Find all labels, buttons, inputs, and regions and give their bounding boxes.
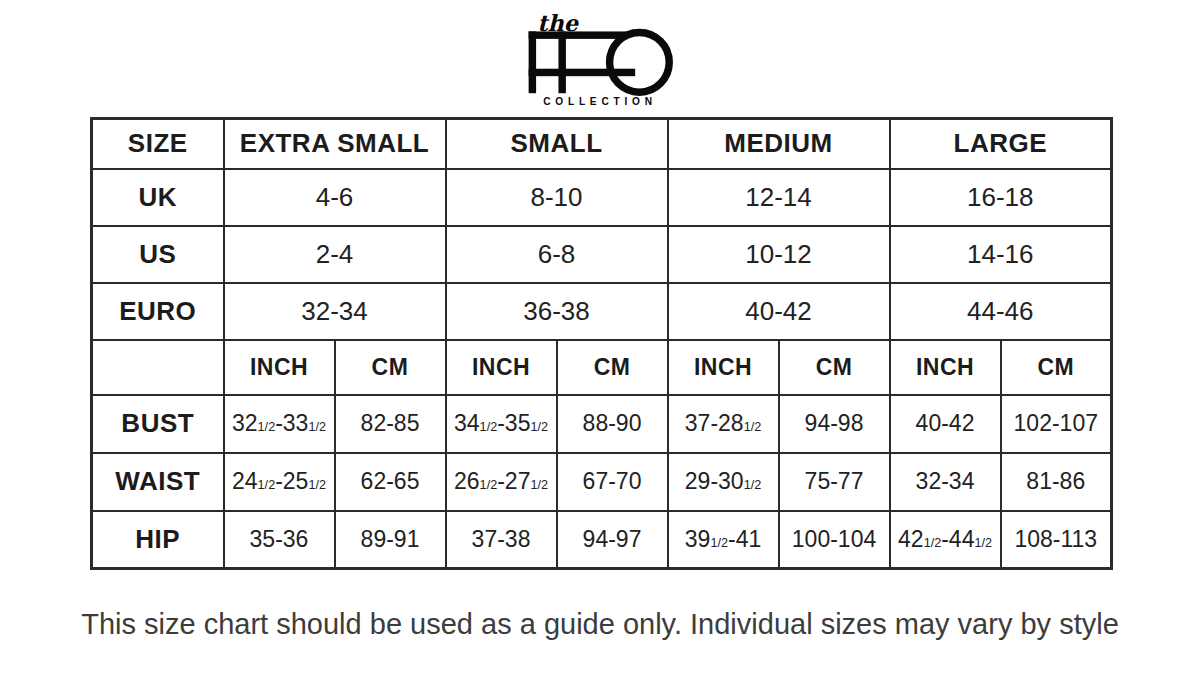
- f-top-bar: [529, 31, 627, 38]
- bust-xs-cm: 82-85: [335, 395, 446, 453]
- size-col-extra-small: EXTRA SMALL: [224, 119, 446, 169]
- euro-sizes-row: EURO 32-34 36-38 40-42 44-46: [92, 283, 1112, 340]
- us-l-value: 14-16: [890, 226, 1112, 283]
- bust-row: BUST 321/2-331/2 82-85 341/2-351/2 88-90…: [92, 395, 1112, 453]
- us-xs-value: 2-4: [224, 226, 446, 283]
- unit-l-cm: CM: [1001, 340, 1112, 395]
- euro-l-value: 44-46: [890, 283, 1112, 340]
- euro-m-value: 40-42: [668, 283, 890, 340]
- unit-l-inch: INCH: [890, 340, 1001, 395]
- bust-l-cm: 102-107: [1001, 395, 1112, 453]
- waist-l-inch: 32-34: [890, 453, 1001, 511]
- brand-logo: the COLLECTION: [0, 8, 1200, 106]
- fraction-half: 1/2: [480, 420, 498, 434]
- unit-s-cm: CM: [557, 340, 668, 395]
- collection-wordmark: COLLECTION: [543, 96, 657, 106]
- us-s-value: 6-8: [446, 226, 668, 283]
- uk-s-value: 8-10: [446, 169, 668, 226]
- fraction-half: 1/2: [530, 478, 548, 492]
- bust-xs-inch: 321/2-331/2: [224, 395, 335, 453]
- fraction-half: 1/2: [308, 420, 326, 434]
- bust-s-inch: 341/2-351/2: [446, 395, 557, 453]
- fraction-half: 1/2: [258, 478, 276, 492]
- uk-l-value: 16-18: [890, 169, 1112, 226]
- uk-sizes-row: UK 4-6 8-10 12-14 16-18: [92, 169, 1112, 226]
- guide-disclaimer-text: This size chart should be used as a guid…: [0, 608, 1200, 641]
- hip-l-inch: 421/2-441/2: [890, 511, 1001, 569]
- size-header-label: SIZE: [92, 119, 224, 169]
- fraction-half: 1/2: [924, 536, 942, 550]
- hip-xs-cm: 89-91: [335, 511, 446, 569]
- bust-row-label: BUST: [92, 395, 224, 453]
- unit-xs-inch: INCH: [224, 340, 335, 395]
- hip-m-inch: 391/2-41: [668, 511, 779, 569]
- waist-m-inch: 29-301/2: [668, 453, 779, 511]
- feo-collection-logo-svg: the COLLECTION: [520, 8, 680, 106]
- hip-s-inch: 37-38: [446, 511, 557, 569]
- fraction-half: 1/2: [258, 420, 276, 434]
- fraction-half: 1/2: [530, 420, 548, 434]
- size-col-large: LARGE: [890, 119, 1112, 169]
- size-col-medium: MEDIUM: [668, 119, 890, 169]
- hip-xs-inch: 35-36: [224, 511, 335, 569]
- waist-m-cm: 75-77: [779, 453, 890, 511]
- size-col-small: SMALL: [446, 119, 668, 169]
- size-chart-page: the COLLECTION SIZE EXTRA SMALL SMALL ME…: [0, 0, 1200, 700]
- waist-l-cm: 81-86: [1001, 453, 1112, 511]
- fraction-half: 1/2: [710, 536, 728, 550]
- waist-row: WAIST 241/2-251/2 62-65 261/2-271/2 67-7…: [92, 453, 1112, 511]
- us-sizes-row: US 2-4 6-8 10-12 14-16: [92, 226, 1112, 283]
- uk-row-label: UK: [92, 169, 224, 226]
- hip-row-label: HIP: [92, 511, 224, 569]
- euro-s-value: 36-38: [446, 283, 668, 340]
- bust-m-inch: 37-281/2: [668, 395, 779, 453]
- fraction-half: 1/2: [308, 478, 326, 492]
- f-stem: [529, 31, 536, 93]
- fraction-half: 1/2: [744, 420, 762, 434]
- waist-row-label: WAIST: [92, 453, 224, 511]
- bust-l-inch: 40-42: [890, 395, 1001, 453]
- bust-s-cm: 88-90: [557, 395, 668, 453]
- uk-xs-value: 4-6: [224, 169, 446, 226]
- unit-m-inch: INCH: [668, 340, 779, 395]
- waist-s-cm: 67-70: [557, 453, 668, 511]
- hip-m-cm: 100-104: [779, 511, 890, 569]
- bust-m-cm: 94-98: [779, 395, 890, 453]
- uk-m-value: 12-14: [668, 169, 890, 226]
- unit-m-cm: CM: [779, 340, 890, 395]
- us-m-value: 10-12: [668, 226, 890, 283]
- us-row-label: US: [92, 226, 224, 283]
- hip-row: HIP 35-36 89-91 37-38 94-97 391/2-41 100…: [92, 511, 1112, 569]
- fraction-half: 1/2: [744, 478, 762, 492]
- units-empty-cell: [92, 340, 224, 395]
- unit-xs-cm: CM: [335, 340, 446, 395]
- o-circle: [610, 33, 670, 93]
- euro-row-label: EURO: [92, 283, 224, 340]
- waist-xs-inch: 241/2-251/2: [224, 453, 335, 511]
- feo-monogram: the: [529, 10, 670, 93]
- fraction-half: 1/2: [480, 478, 498, 492]
- size-chart-table: SIZE EXTRA SMALL SMALL MEDIUM LARGE UK 4…: [90, 117, 1113, 570]
- hip-s-cm: 94-97: [557, 511, 668, 569]
- fraction-half: 1/2: [974, 536, 992, 550]
- hip-l-cm: 108-113: [1001, 511, 1112, 569]
- e-stem: [558, 31, 565, 93]
- waist-xs-cm: 62-65: [335, 453, 446, 511]
- units-header-row: INCH CM INCH CM INCH CM INCH CM: [92, 340, 1112, 395]
- unit-s-inch: INCH: [446, 340, 557, 395]
- e-mid-bar: [529, 69, 636, 76]
- size-header-row: SIZE EXTRA SMALL SMALL MEDIUM LARGE: [92, 119, 1112, 169]
- euro-xs-value: 32-34: [224, 283, 446, 340]
- waist-s-inch: 261/2-271/2: [446, 453, 557, 511]
